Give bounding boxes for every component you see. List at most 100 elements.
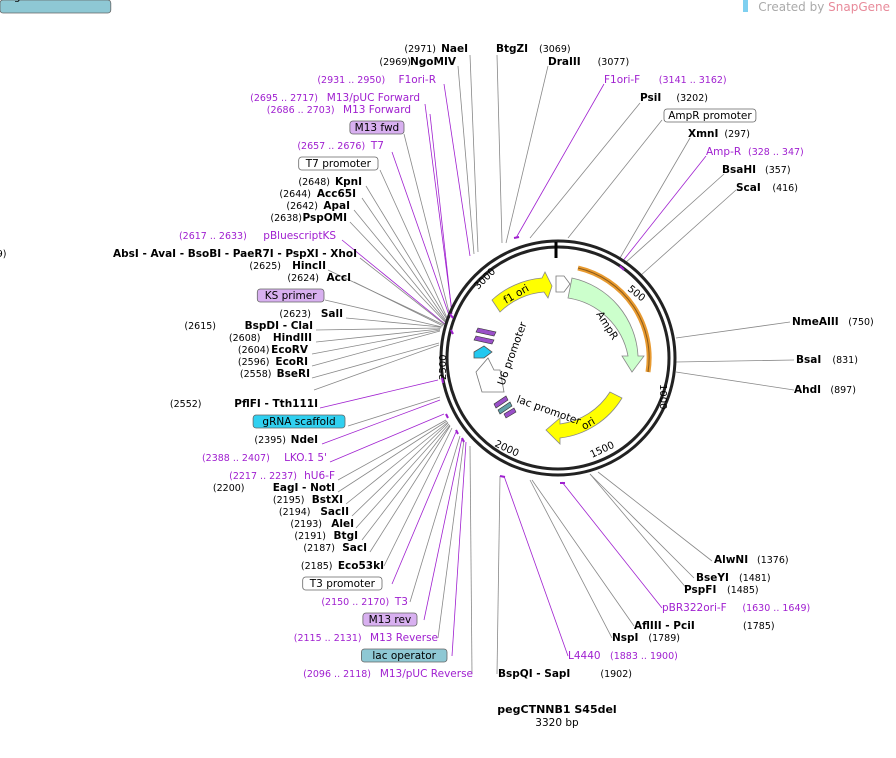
enzyme-name: HincII: [292, 260, 326, 272]
tick-label: 1000: [657, 384, 668, 409]
primer-name: M13/pUC Reverse: [380, 668, 473, 680]
left-label: Acc65I (2644): [279, 188, 356, 200]
enzyme-position: (357): [765, 165, 791, 176]
primer-name: F1ori-F: [604, 74, 640, 86]
right-label: PspFI (1485): [684, 584, 759, 596]
primer-range: (2931 .. 2950): [317, 75, 385, 86]
enzyme-name: NgoMIV: [410, 56, 457, 68]
left-label: T7 promoter: [298, 156, 379, 171]
primer-range: (2096 .. 2118): [303, 669, 371, 680]
enzyme-name: NspI: [612, 632, 638, 644]
primer-name: M13 Reverse: [370, 632, 438, 644]
left-label: EcoRV(2604): [238, 344, 309, 356]
enzyme-name: AflIII - PciI: [634, 620, 695, 632]
left-label: pBluescriptKS (2617 .. 2633): [179, 230, 336, 242]
right-label: BsaHI (357): [722, 164, 791, 176]
primer-name: pBR322ori-F: [662, 602, 727, 614]
enzyme-position: (897): [830, 385, 856, 396]
enzyme-name: Acc65I: [317, 188, 356, 200]
left-label: KpnI (2648): [298, 176, 362, 188]
right-label: DraIII (3077): [548, 56, 629, 68]
right-label: PsiI (3202): [640, 92, 708, 104]
right-label: F1ori-F (3141 .. 3162): [604, 74, 727, 86]
svg-text:ori: ori: [580, 415, 598, 432]
enzyme-name: EcoRI: [275, 356, 308, 368]
left-label: EcoRI (2596): [238, 356, 308, 368]
enzyme-name: AleI: [331, 518, 354, 530]
feature-grna-scaffold: [473, 345, 493, 359]
feature-box-label: gRNA scaffold: [262, 416, 335, 428]
primer-range: (2657 .. 2676): [297, 141, 365, 152]
enzyme-position: (2624): [287, 273, 319, 284]
feature-box-label: KS primer: [265, 290, 317, 302]
svg-text:U6 promoter: U6 promoter: [496, 320, 530, 387]
left-label: M13/pUC Forward (2695 .. 2717): [250, 92, 420, 104]
enzyme-position: (2194): [279, 507, 311, 518]
left-label: BspDI - ClaI (2615): [184, 320, 313, 332]
left-label: BstXI (2195): [273, 494, 343, 506]
enzyme-position: (2638): [270, 213, 302, 224]
left-label: ApaI (2642): [286, 200, 350, 212]
enzyme-name: SalI: [321, 308, 343, 320]
right-label: BtgZI (3069): [496, 43, 571, 55]
enzyme-position: (2971): [404, 44, 436, 55]
enzyme-position: (2625): [249, 261, 281, 272]
tick-label: 3000: [472, 266, 498, 292]
left-label: M13 Forward (2686 .. 2703): [267, 104, 411, 116]
watermark-prefix: Created by: [758, 0, 829, 14]
feature-ori: ori: [545, 391, 623, 445]
enzyme-position: (2395): [254, 435, 286, 446]
plasmid-backbone: [439, 239, 677, 477]
right-label: pBR322ori-F (1630 .. 1649): [662, 602, 810, 614]
enzyme-position: (2648): [298, 177, 330, 188]
enzyme-position: (2623): [279, 309, 311, 320]
enzyme-name: PsiI: [640, 92, 661, 104]
enzyme-name: EagI - NotI: [273, 482, 335, 494]
enzyme-name: PflFI - Tth111I: [234, 398, 318, 410]
primer-range: (2686 .. 2703): [267, 105, 335, 116]
enzyme-position: (1789): [648, 633, 680, 644]
leader-lines-right: [496, 54, 795, 675]
enzyme-position: (2596): [238, 357, 270, 368]
enzyme-position: (2558): [240, 369, 272, 380]
left-label: CAP binding site: [0, 0, 112, 14]
primer-name: F1ori-R: [399, 74, 436, 86]
enzyme-name: BtgI: [334, 530, 358, 542]
feature-lac-promoter: lac promoter: [515, 394, 583, 428]
enzyme-name: ScaI: [736, 182, 761, 194]
svg-text:lac promoter: lac promoter: [515, 394, 583, 428]
left-label: BtgI (2191): [294, 530, 358, 542]
left-label: AccI (2624): [287, 272, 351, 284]
primer-range: (2695 .. 2717): [250, 93, 318, 104]
enzyme-name: SacII: [320, 506, 349, 518]
left-label: AbsI - AvaI - BsoBI - PaeR7I - PspXI - X…: [0, 248, 357, 260]
enzyme-name: BsaI: [796, 354, 821, 366]
enzyme-name: BseYI: [696, 572, 729, 584]
feature-f1-ori: f1 ori: [491, 271, 553, 313]
left-label: M13 fwd: [349, 120, 405, 135]
left-label: hU6-F (2217 .. 2237): [229, 470, 335, 482]
left-labels: NaeI (2971)NgoMIV(2969) F1ori-R (2931 .. 29…: [0, 0, 473, 680]
right-label: XmnI (297): [688, 128, 750, 140]
feature-box-label: M13 rev: [369, 614, 412, 626]
left-label: SacII (2194): [279, 506, 349, 518]
enzyme-name: ApaI: [323, 200, 350, 212]
enzyme-position: (831): [832, 355, 858, 366]
feature-box-label: T3 promoter: [309, 578, 376, 590]
feature-box-label: AmpR promoter: [668, 110, 752, 122]
enzyme-position: (2193): [290, 519, 322, 530]
feature-ampr-gene-outline: [577, 267, 650, 373]
enzyme-position: (2200): [213, 483, 245, 494]
enzyme-name: BspQI - SapI: [498, 668, 570, 680]
right-label: ScaI (416): [736, 182, 798, 194]
left-label: SalI (2623): [279, 308, 343, 320]
enzyme-position: (2969): [379, 57, 411, 68]
primer-name: M13/pUC Forward: [327, 92, 420, 104]
primer-range: (328 .. 347): [748, 147, 804, 158]
feature-ampr-promoter: [555, 275, 571, 293]
right-label: AhdI (897): [794, 384, 856, 396]
primer-sites: [441, 236, 625, 484]
enzyme-name: PspOMI: [302, 212, 347, 224]
enzyme-name: DraIII: [548, 56, 581, 68]
